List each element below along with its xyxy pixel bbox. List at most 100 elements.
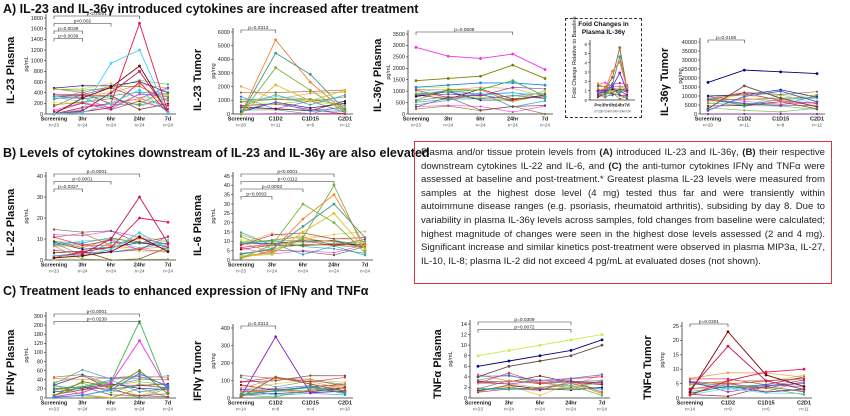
il22-plasma-patient-point	[52, 243, 56, 246]
il23-tumor-series-point	[343, 88, 347, 92]
il23-plasma-series-point	[138, 21, 141, 25]
il23-tumor-ytick-label: 5000	[218, 43, 230, 49]
il36g-plasma-patient-point	[414, 103, 418, 106]
il36g-tumor-patient-point	[779, 104, 782, 107]
il23-plasma-patient-point	[138, 93, 141, 96]
il36g-plasma-ytick-label: 0	[402, 112, 405, 118]
tnfa-plasma-patient-point	[476, 391, 480, 394]
ifng-tumor-series-point	[274, 335, 278, 339]
il6-plasma-ytick-label: 5	[227, 248, 230, 254]
il36g-tumor-patient-line	[707, 97, 818, 100]
ifng-tumor-series-point	[274, 389, 278, 393]
il36g-fold-patient-point	[625, 94, 629, 97]
il36g-plasma-patient-point	[447, 96, 450, 99]
il36g-plasma-ncount: n=24	[476, 123, 486, 128]
tnfa-plasma-series-point	[538, 343, 542, 347]
il36g-fold-xcat: 7d	[624, 103, 630, 108]
tnfa-tumor-patient-point	[688, 377, 692, 380]
il36g-fold-series-point	[603, 86, 607, 90]
il23-plasma-patient-point	[166, 104, 170, 107]
il6-plasma-series-point	[239, 256, 243, 260]
ifng-plasma-patient-point	[109, 396, 113, 400]
tnfa-plasma-xcat: Screening	[465, 401, 492, 407]
il36g-tumor-series-point	[815, 105, 819, 109]
il36g-tumor-series-line	[707, 69, 818, 83]
il36g-plasma-xcat: 3hr	[444, 117, 453, 123]
il36g-tumor-patient-line	[707, 94, 818, 106]
il36g-fold-patient-point	[618, 91, 621, 94]
il23-tumor-ncount: n=11	[271, 123, 281, 128]
tnfa-tumor-patient-point	[688, 383, 692, 386]
fold-change-inset: Fold Changes in Plasma IL-36γ	[565, 18, 642, 118]
il36g-plasma-patient-point	[543, 112, 547, 116]
tnfa-plasma-patient-point	[476, 373, 480, 376]
il36g-tumor-ytick-label: 10000	[682, 94, 697, 100]
tnfa-tumor-series-point	[688, 387, 692, 391]
il36g-plasma-series-point	[511, 79, 515, 83]
il36g-tumor-xcat: C2D1	[810, 117, 824, 123]
il36g-plasma-patient-point	[479, 94, 482, 97]
il22-plasma-series-point	[81, 252, 84, 256]
ifng-tumor-ytick-label: 300	[221, 343, 230, 349]
il36g-tumor-patient-point	[706, 98, 710, 101]
il36g-tumor-patient-point	[779, 110, 782, 113]
il36g-plasma-series-line	[415, 64, 546, 82]
il23-tumor-patient-point	[309, 112, 312, 115]
inset-title: Fold Changes in Plasma IL-36γ	[578, 21, 629, 36]
il36g-plasma-patient-point	[511, 86, 514, 89]
il36g-fold-xcat: 6hr	[609, 103, 616, 108]
tnfa-plasma-xcat: 24hr	[565, 401, 577, 407]
il23-plasma-ytick-label: 1800	[31, 16, 43, 22]
il36g-tumor-patient-point	[779, 112, 782, 116]
il23-plasma-patient-point	[52, 94, 56, 97]
ifng-tumor-chart: 0 100 200 300 400 pg/mg Screening n=14 C1D2 n=8 C1…	[211, 321, 353, 412]
il36g-plasma-series-point	[511, 81, 515, 85]
section-b-title: B) Levels of cytokines downstream of IL-…	[3, 146, 430, 160]
il36g-plasma-patient-point	[543, 97, 547, 100]
tnfa-tumor-series-point	[726, 379, 730, 383]
ifng-tumor-patient-line	[240, 385, 346, 394]
il22-plasma-ncount: n=24	[106, 269, 116, 274]
il23-tumor-patient-point	[239, 109, 243, 112]
il6-plasma-patient-point	[239, 235, 243, 238]
tnfa-plasma-series-point	[507, 364, 511, 368]
tnfa-plasma-ncount: n=24	[535, 407, 545, 412]
ifng-tumor-series-point	[343, 391, 347, 395]
il6-plasma-ncount: n=24	[329, 269, 339, 274]
tnfa-plasma-patient-point	[538, 381, 542, 385]
il23-plasma-patient-point	[81, 91, 84, 94]
il36g-tumor-patient-line	[707, 97, 818, 106]
il22-plasma-patient-point	[52, 251, 56, 255]
il22-plasma-patient-point	[81, 244, 84, 247]
il6-plasma-xcat: 7d	[362, 263, 368, 269]
ifng-plasma-svg: 020406080100120180200300pg/mLScreeningn=…	[24, 309, 176, 412]
il23-plasma-ytick-label: 800	[34, 69, 43, 75]
ifng-tumor-pvalue-label: p=0.0313	[248, 321, 268, 327]
il6-plasma-patient-point	[239, 238, 243, 242]
ifng-tumor-patient-point	[239, 376, 243, 379]
tnfa-plasma-patient-point	[600, 394, 604, 397]
ifng-tumor-patient-point	[274, 395, 277, 399]
il22-plasma-patient-point	[52, 245, 56, 248]
il36g-tumor-patient-point	[706, 104, 710, 108]
il22-plasma-xcat: 6hr	[107, 263, 116, 269]
il23-plasma-pvalue-bracket	[53, 15, 140, 19]
il22-plasma-pvalue-bracket	[53, 181, 112, 185]
il23-plasma-ytick-label: 1600	[31, 26, 43, 32]
callout-text-1: Plasma and/or tissue protein levels from	[421, 147, 600, 158]
il36g-tumor-patient-point	[706, 94, 710, 98]
tnfa-tumor-ncount: n=6	[762, 407, 770, 412]
tnfa-plasma-patient-point	[600, 375, 604, 378]
il6-plasma-patient-point	[332, 242, 336, 245]
tnfa-tumor-xcat: C2D1	[797, 401, 811, 407]
il36g-plasma-patient-point	[447, 88, 450, 91]
callout-ref-c: (C)	[608, 160, 622, 172]
il23-tumor-pvalue-label: p=0.0313	[248, 25, 268, 31]
il23-tumor-series-point	[274, 66, 278, 70]
il36g-plasma-series-point	[511, 52, 515, 56]
il36g-tumor-xcat: C1D2	[737, 117, 751, 123]
il23-plasma-ytick-label: 1400	[31, 37, 43, 43]
il36g-plasma-patient-point	[511, 105, 514, 108]
il6-plasma-patient-point	[301, 253, 305, 256]
ifng-plasma-ytick-label: 40	[37, 378, 43, 384]
